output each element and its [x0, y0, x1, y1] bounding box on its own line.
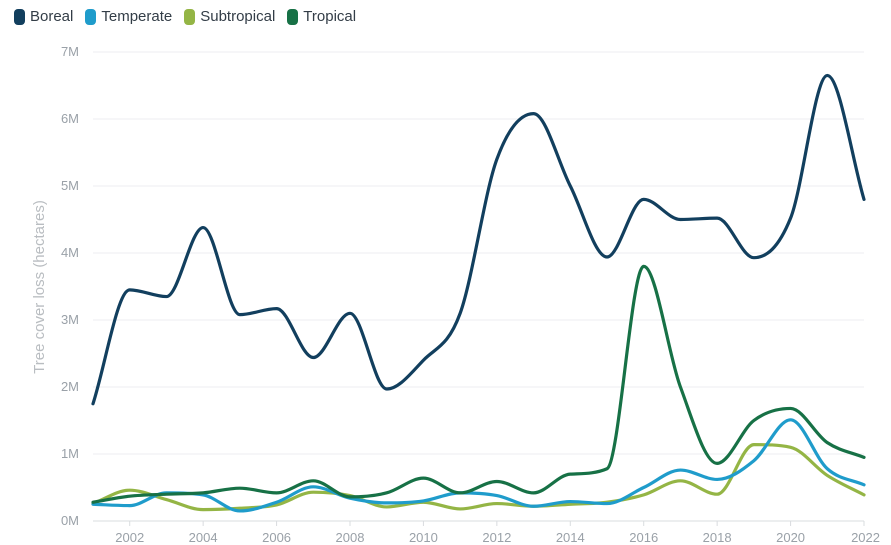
legend-swatch-boreal [14, 8, 25, 25]
x-axis-ticks: 2002 2004 2006 2008 2010 2012 2014 2016 2018 2020… [115, 521, 880, 545]
y-axis-title: Tree cover loss (hectares) [31, 200, 48, 374]
y-axis-ticks: 0M 1M 2M 3M 4M 5M 6M 7M [61, 44, 79, 528]
y-tick-label: 0M [61, 513, 79, 528]
x-tick-label: 2004 [189, 530, 218, 545]
y-tick-label: 1M [61, 446, 79, 461]
legend-label-boreal: Boreal [30, 8, 74, 25]
x-tick-label: 2014 [556, 530, 585, 545]
y-tick-label: 5M [61, 178, 79, 193]
x-tick-label: 2012 [482, 530, 511, 545]
series-line-temperate[interactable] [91, 418, 866, 513]
legend-item-boreal[interactable]: Boreal [14, 8, 73, 25]
y-tick-label: 7M [61, 44, 79, 59]
x-tick-label: 2022 [851, 530, 880, 545]
y-tick-label: 2M [61, 379, 79, 394]
legend-label-subtropical: Subtropical [200, 8, 276, 25]
x-tick-label: 2002 [115, 530, 144, 545]
x-tick-label: 2016 [629, 530, 658, 545]
x-tick-label: 2020 [776, 530, 805, 545]
legend-swatch-tropical [287, 8, 299, 25]
y-tick-label: 4M [61, 245, 79, 260]
x-tick-label: 2008 [336, 530, 365, 545]
legend-item-tropical[interactable]: Tropical [287, 8, 356, 25]
series-line-boreal[interactable] [91, 73, 866, 406]
grid-lines [93, 51, 864, 522]
legend-label-tropical: Tropical [303, 8, 357, 25]
legend-swatch-temperate [85, 8, 97, 25]
legend-label-temperate: Temperate [101, 8, 173, 25]
series-line-tropical[interactable] [91, 264, 866, 504]
legend-item-subtropical[interactable]: Subtropical [184, 8, 275, 25]
series-line-subtropical[interactable] [91, 443, 866, 512]
chart-legend: Boreal Temperate Subtropical Tropical [14, 8, 368, 25]
x-tick-label: 2010 [409, 530, 438, 545]
y-tick-label: 6M [61, 111, 79, 126]
legend-swatch-subtropical [184, 8, 196, 25]
x-tick-label: 2006 [262, 530, 291, 545]
x-tick-label: 2018 [703, 530, 732, 545]
series-lines [91, 73, 866, 513]
legend-item-temperate[interactable]: Temperate [85, 8, 172, 25]
y-tick-label: 3M [61, 312, 79, 327]
